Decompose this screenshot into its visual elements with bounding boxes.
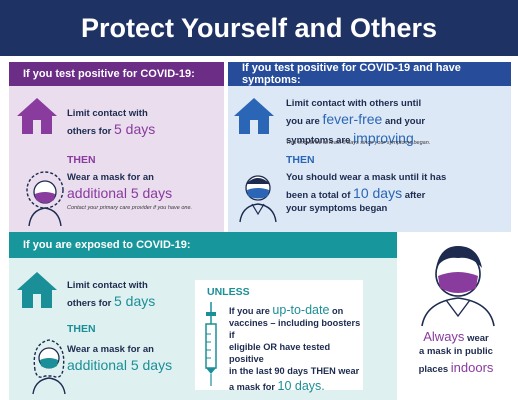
exposed-limit-text: Limit contact with others for 5 days <box>67 280 156 310</box>
always-mask-text: Always wear a mask in public places indo… <box>418 329 494 375</box>
positive-then: THEN <box>67 154 96 166</box>
house-icon <box>17 272 57 308</box>
symptoms-mask-text: You should wear a mask until it has been… <box>286 172 447 214</box>
exposed-mask-text: Wear a mask for an additional 5 days <box>67 344 173 374</box>
symptoms-then: THEN <box>286 154 315 166</box>
house-icon <box>17 98 57 134</box>
exposed-heading: If you are exposed to COVID-19: <box>9 232 397 258</box>
positive-limit-text: Limit contact with others for 5 days <box>67 108 156 138</box>
symptoms-heading: If you test positive for COVID-19 and ha… <box>228 62 511 86</box>
unless-text: If you are up-to-date on vaccines – incl… <box>229 303 361 394</box>
unless-label: UNLESS <box>207 286 250 298</box>
masked-person-icon <box>421 246 495 327</box>
exposed-then: THEN <box>67 323 96 335</box>
positive-heading: If you test positive for COVID-19: <box>9 62 224 86</box>
masked-woman-icon <box>26 171 64 227</box>
masked-man-icon <box>239 175 277 223</box>
syringe-icon <box>205 302 217 386</box>
title-bar: Protect Yourself and Others <box>0 0 518 56</box>
symptoms-limit-text: Limit contact with others until you are … <box>286 98 426 146</box>
symptoms-note: This should be at least 5 days since you… <box>286 140 431 146</box>
masked-woman-icon <box>32 339 66 395</box>
positive-panel: If you test positive for COVID-19: Limit… <box>9 62 224 232</box>
symptoms-panel: If you test positive for COVID-19 and ha… <box>228 62 511 232</box>
positive-note: Contact your primary care provider if yo… <box>67 205 193 211</box>
positive-mask-text: Wear a mask for an additional 5 days <box>67 172 173 202</box>
house-icon <box>234 98 274 134</box>
unless-box: UNLESS If you are up-to-date on vaccines… <box>195 280 363 393</box>
page-title: Protect Yourself and Others <box>80 12 438 43</box>
exposed-panel: If you are exposed to COVID-19: Limit co… <box>9 232 397 400</box>
